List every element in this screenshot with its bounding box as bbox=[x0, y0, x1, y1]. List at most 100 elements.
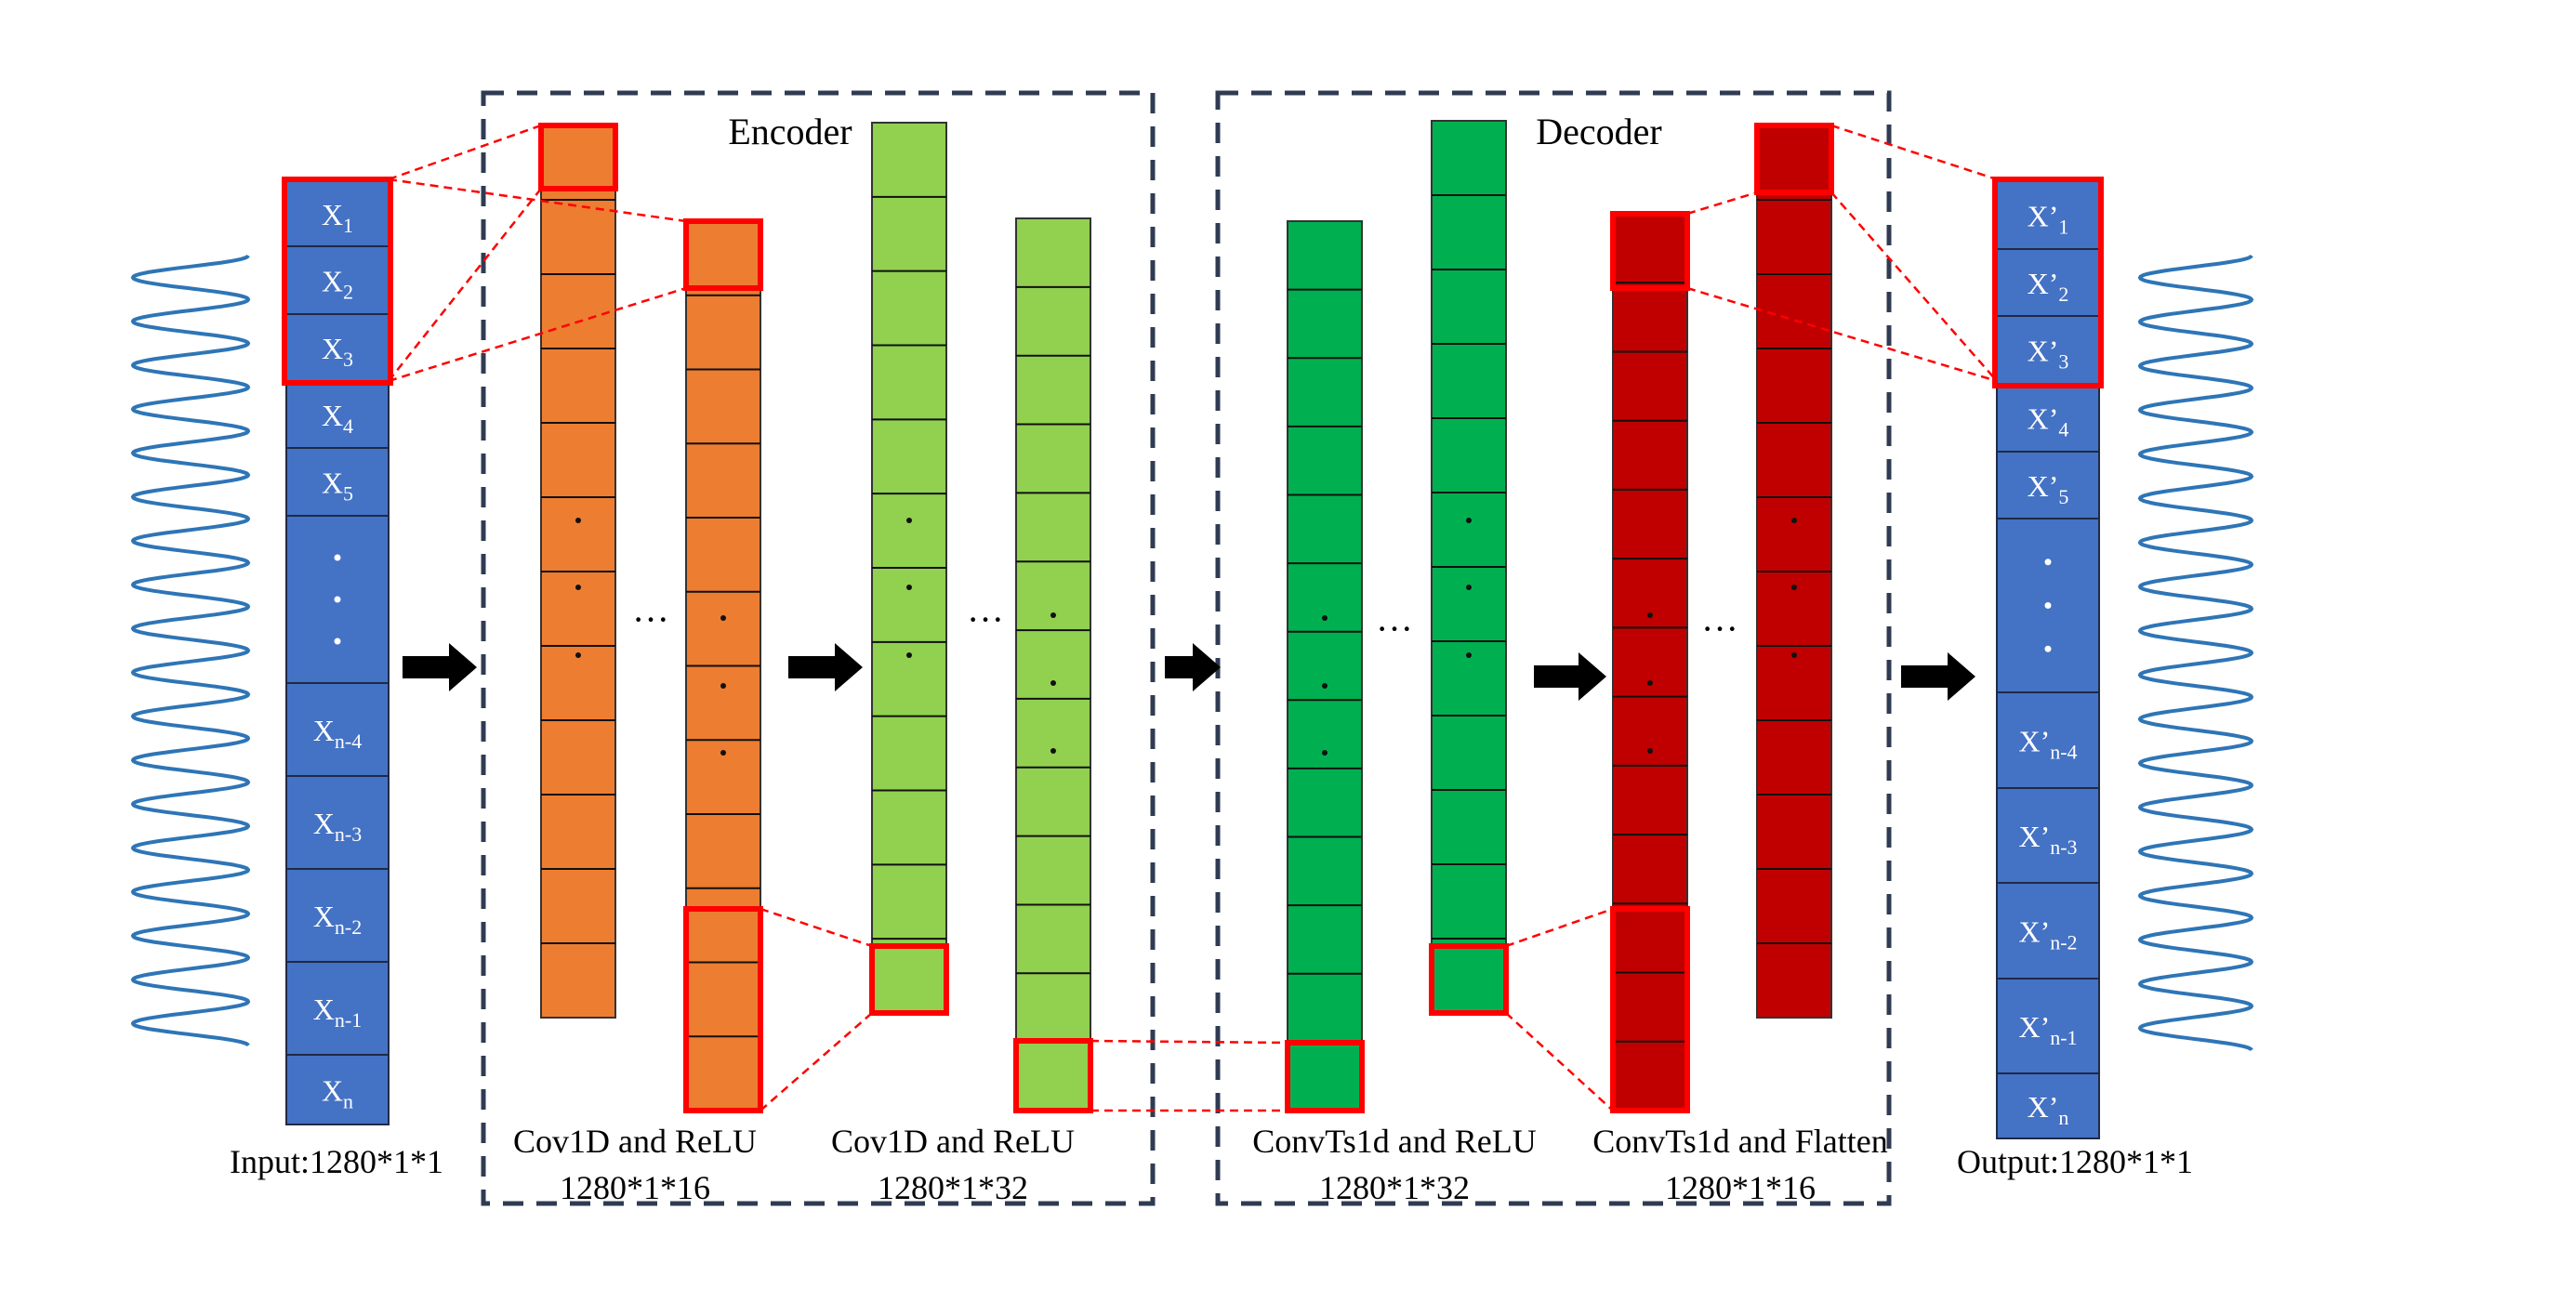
output-subscript: 2 bbox=[2058, 283, 2068, 306]
input-subscript: n-2 bbox=[335, 915, 362, 939]
encoder-col-1b bbox=[685, 220, 761, 1111]
encoder-col-2a-dot bbox=[906, 652, 912, 658]
layer4-label-line2: 1280*1*16 bbox=[1665, 1169, 1816, 1206]
kernel-connector-line bbox=[388, 188, 542, 382]
layer4-label-line1: ConvTs1d and Flatten bbox=[1592, 1123, 1887, 1160]
output-subscript: 5 bbox=[2058, 485, 2068, 508]
decoder-col-4b-highlight bbox=[1754, 123, 1834, 195]
output-caption: Output:1280*1*1 bbox=[1957, 1143, 2193, 1180]
input-cell-label: X2 bbox=[322, 265, 353, 304]
input-subscript: 2 bbox=[343, 281, 353, 304]
input-caption: Input:1280*1*1 bbox=[230, 1143, 443, 1180]
decoder-col-4b-dot bbox=[1791, 518, 1797, 523]
encoder-col-2b-dot bbox=[1050, 748, 1056, 754]
decoder-col-4a bbox=[1612, 213, 1688, 1111]
output-subscript: 4 bbox=[2058, 418, 2068, 441]
arrow-decoder-to-output-shaft bbox=[1901, 665, 1949, 688]
arrow-decoder-mid-head bbox=[1579, 652, 1606, 701]
input-var: X bbox=[322, 198, 343, 231]
output-var: X’ bbox=[2028, 267, 2059, 300]
output-var: X’ bbox=[2028, 469, 2059, 503]
decoder-col-3b-dot bbox=[1466, 652, 1472, 658]
input-cell bbox=[285, 1054, 390, 1125]
output-cell-label: X’n-2 bbox=[2018, 915, 2077, 954]
encoder-col-1b-top-highlight bbox=[683, 218, 763, 291]
arrow-decoder-to-output-head bbox=[1948, 652, 1975, 701]
input-cell bbox=[285, 380, 390, 449]
input-cell bbox=[285, 313, 390, 382]
encoder-col-2b-dot bbox=[1050, 612, 1056, 618]
output-var: X’ bbox=[2018, 915, 2050, 949]
kernel-connector-line bbox=[388, 178, 687, 223]
output-var: X’ bbox=[2018, 820, 2050, 853]
decoder-col-3a-highlight bbox=[1285, 1040, 1365, 1113]
decoder-col-3a-body bbox=[1287, 220, 1363, 1111]
output-cell-label: X’n-3 bbox=[2018, 820, 2077, 859]
layer3-label-line2: 1280*1*32 bbox=[1319, 1169, 1470, 1206]
arrow-encoder-to-decoder-shaft bbox=[1165, 656, 1195, 678]
input-cell bbox=[285, 682, 390, 777]
layer1-label-line2: 1280*1*16 bbox=[560, 1169, 710, 1206]
arrow-encoder-to-decoder-head bbox=[1193, 643, 1221, 691]
decoder-box bbox=[1215, 90, 1892, 1206]
decoder-col-4a-dot bbox=[1647, 748, 1653, 754]
decoder-col-4a-dot bbox=[1647, 612, 1653, 618]
input-kernel-highlight bbox=[282, 177, 393, 386]
input-cell-label: X3 bbox=[322, 332, 353, 371]
output-cell bbox=[1996, 1072, 2100, 1139]
output-subscript: 3 bbox=[2058, 350, 2068, 374]
decoder-col-4a-top-highlight bbox=[1610, 211, 1690, 291]
decoder-col-3a bbox=[1287, 220, 1363, 1111]
encoder-box bbox=[481, 90, 1156, 1206]
encoder-col-1b-bottom-highlight bbox=[683, 906, 763, 1113]
output-gap-dot bbox=[2044, 645, 2052, 652]
output-subscript: n-1 bbox=[2050, 1026, 2077, 1049]
kernel-connector-line bbox=[1505, 907, 1614, 948]
encoder-col-2b-dot bbox=[1050, 680, 1056, 686]
output-column: X’1X’2X’3X’4X’5X’n-4X’n-3X’n-2X’n-1X’n bbox=[1992, 177, 2104, 1139]
encoder-col-2a-dot bbox=[906, 585, 912, 590]
decoder-col-4a-body bbox=[1612, 213, 1688, 1111]
decoder-col-4b-dot bbox=[1791, 585, 1797, 590]
encoder-col-1b-dot bbox=[720, 615, 726, 621]
kernel-connector-line bbox=[1830, 124, 1998, 181]
input-var: X bbox=[313, 900, 335, 933]
encoder-col-2b bbox=[1015, 217, 1091, 1111]
kernel-connector-line bbox=[1505, 1012, 1614, 1111]
feature-map-columns bbox=[538, 120, 1834, 1113]
input-var: X bbox=[322, 265, 343, 298]
kernel-connector-line bbox=[1686, 286, 1998, 383]
encoder-col-2b-highlight bbox=[1013, 1038, 1093, 1113]
input-cell-label: Xn-4 bbox=[313, 714, 362, 753]
encoder-col-1a-highlight bbox=[538, 123, 618, 191]
kernel-connector-line bbox=[388, 286, 687, 383]
encoder-col-2a bbox=[871, 122, 947, 1014]
signal-waves bbox=[130, 255, 2254, 1051]
output-subscript: n bbox=[2058, 1106, 2068, 1129]
layer3-label-line1: ConvTs1d and ReLU bbox=[1252, 1123, 1536, 1160]
input-subscript: 1 bbox=[343, 214, 353, 237]
input-cell-label: Xn-1 bbox=[313, 993, 362, 1032]
encoder-col-2a-dot bbox=[906, 518, 912, 523]
decoder-col-3b-dot bbox=[1466, 585, 1472, 590]
input-subscript: 5 bbox=[343, 482, 353, 506]
arrow-input-to-encoder-head bbox=[449, 643, 477, 691]
decoder-col-4b bbox=[1756, 125, 1832, 1019]
flow-arrows bbox=[403, 643, 1975, 701]
output-var: X’ bbox=[2018, 725, 2050, 758]
encoder-col-2a-highlight bbox=[869, 943, 949, 1016]
arrow-encoder-mid-shaft bbox=[788, 656, 837, 678]
column-ellipses: ··· ··· ··· ··· bbox=[632, 598, 1738, 650]
input-cell-label: Xn-3 bbox=[313, 807, 362, 846]
input-var: X bbox=[313, 714, 335, 747]
decoder-col-3b bbox=[1431, 120, 1507, 1014]
output-subscript: n-3 bbox=[2050, 835, 2077, 859]
decoder-col-3a-dot bbox=[1322, 750, 1328, 756]
output-var: X’ bbox=[2028, 335, 2059, 368]
encoder-title: Encoder bbox=[728, 111, 852, 152]
decoder-col-4a-bottom-highlight bbox=[1610, 906, 1690, 1113]
input-cell bbox=[285, 961, 390, 1056]
layer1-label-line1: Cov1D and ReLU bbox=[513, 1123, 757, 1160]
decoder-col-4b-dot bbox=[1791, 652, 1797, 658]
